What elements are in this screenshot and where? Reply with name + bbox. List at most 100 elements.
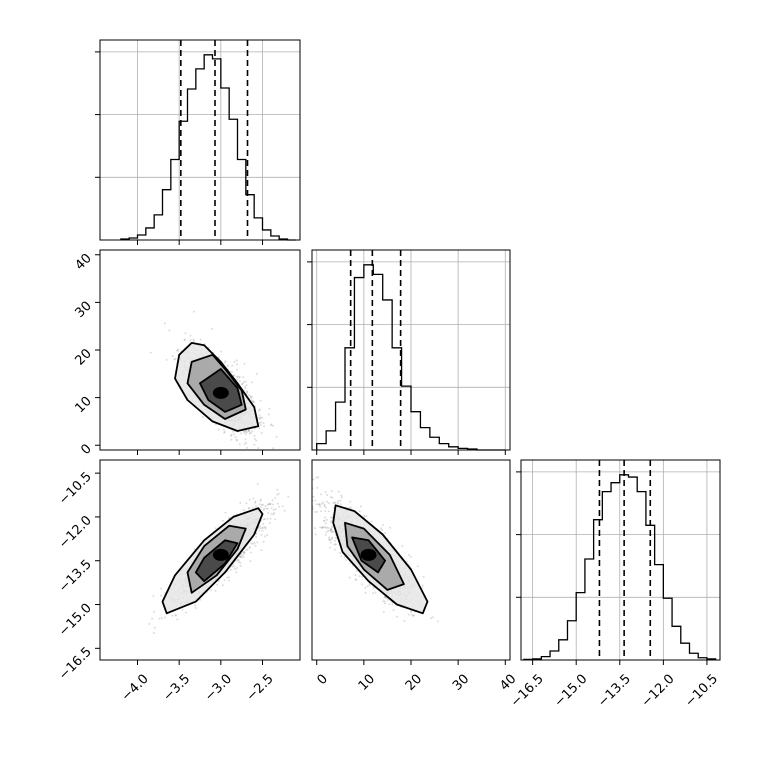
scatter-point <box>264 505 267 507</box>
scatter-point <box>432 616 434 619</box>
scatter-point <box>422 575 425 578</box>
scatter-point <box>223 431 226 434</box>
scatter-point <box>216 583 219 586</box>
scatter-point <box>258 503 261 506</box>
y-tick-label: −13.5 <box>56 557 95 596</box>
scatter-point <box>327 529 330 532</box>
scatter-point <box>315 476 318 479</box>
scatter-point <box>358 510 361 513</box>
scatter-point <box>238 380 241 383</box>
scatter-point <box>361 575 364 578</box>
scatter-point <box>253 434 256 437</box>
scatter-point <box>321 526 324 529</box>
scatter-point <box>223 579 226 582</box>
scatter-point <box>258 414 261 417</box>
scatter-point <box>233 361 236 363</box>
scatter-point <box>168 329 171 332</box>
scatter-point <box>333 539 336 542</box>
scatter-point <box>340 494 343 497</box>
scatter-point <box>192 338 195 341</box>
scatter-point <box>271 424 274 427</box>
scatter-point <box>224 511 227 514</box>
scatter-point <box>336 502 339 505</box>
scatter-point <box>236 368 239 371</box>
scatter-point <box>223 361 226 364</box>
scatter-point <box>259 527 262 530</box>
scatter-point <box>252 542 255 545</box>
scatter-point <box>330 530 333 533</box>
scatter-point <box>260 506 263 509</box>
scatter-point <box>363 514 366 517</box>
scatter-point <box>333 543 336 546</box>
scatter-point <box>256 482 259 485</box>
scatter-point <box>329 539 332 542</box>
scatter-point <box>249 546 251 549</box>
scatter-point <box>252 401 255 404</box>
scatter-point <box>258 409 261 412</box>
scatter-point <box>242 381 245 383</box>
scatter-point <box>241 382 244 385</box>
scatter-point <box>388 603 391 606</box>
scatter-point <box>364 586 367 589</box>
scatter-point <box>253 443 256 446</box>
scatter-point <box>337 490 340 493</box>
y-tick-label: 10 <box>73 394 95 416</box>
scatter-point <box>328 538 331 541</box>
scatter-point <box>233 565 236 568</box>
scatter-point <box>245 502 248 505</box>
scatter-point <box>274 508 277 511</box>
scatter-point <box>152 632 155 635</box>
scatter-point <box>235 438 238 441</box>
contour-line <box>199 368 243 413</box>
scatter-point <box>158 617 161 620</box>
scatter-point <box>316 486 319 489</box>
scatter-point <box>248 498 251 501</box>
scatter-point <box>183 338 186 341</box>
scatter-point <box>372 592 375 595</box>
scatter-point <box>268 502 271 505</box>
x-tick-label: −4.0 <box>119 672 152 705</box>
scatter-point <box>254 500 257 503</box>
scatter-point <box>229 434 232 437</box>
scatter-point <box>266 534 269 537</box>
scatter-point <box>268 413 270 416</box>
scatter-point <box>274 497 277 500</box>
scatter-point <box>340 496 343 499</box>
scatter-point <box>358 575 361 578</box>
scatter-point <box>257 447 260 449</box>
scatter-point <box>421 584 424 587</box>
scatter-point <box>251 506 254 509</box>
panel-scatter-2-3: 0 10 20 30 40 <box>311 459 519 694</box>
scatter-point <box>258 418 261 420</box>
scatter-point <box>255 439 258 442</box>
scatter-point <box>189 334 192 337</box>
scatter-point <box>262 422 265 425</box>
scatter-point <box>314 499 317 502</box>
scatter-point <box>255 372 258 375</box>
scatter-point <box>359 505 362 508</box>
histogram-step <box>120 54 296 241</box>
contour-line <box>194 539 239 583</box>
scatter-point <box>249 463 251 465</box>
scatter-point <box>382 600 385 603</box>
scatter-point <box>258 408 261 411</box>
contour-line <box>174 342 260 432</box>
scatter-point <box>238 376 241 379</box>
scatter-point <box>328 536 331 539</box>
scatter-point <box>245 391 248 393</box>
scatter-point <box>273 512 276 514</box>
scatter-point <box>277 492 280 495</box>
x-tick-label: −13.5 <box>595 672 634 711</box>
scatter-point <box>395 615 398 618</box>
scatter-point <box>245 392 248 395</box>
scatter-points <box>148 482 290 635</box>
scatter-point <box>248 432 251 435</box>
scatter-point <box>217 428 220 431</box>
scatter-point <box>164 616 166 619</box>
scatter-point <box>339 499 342 502</box>
x-tick-label: −15.0 <box>552 672 591 711</box>
scatter-point <box>193 548 196 551</box>
scatter-point <box>329 541 332 544</box>
scatter-point <box>269 503 272 505</box>
scatter-point <box>267 503 269 506</box>
